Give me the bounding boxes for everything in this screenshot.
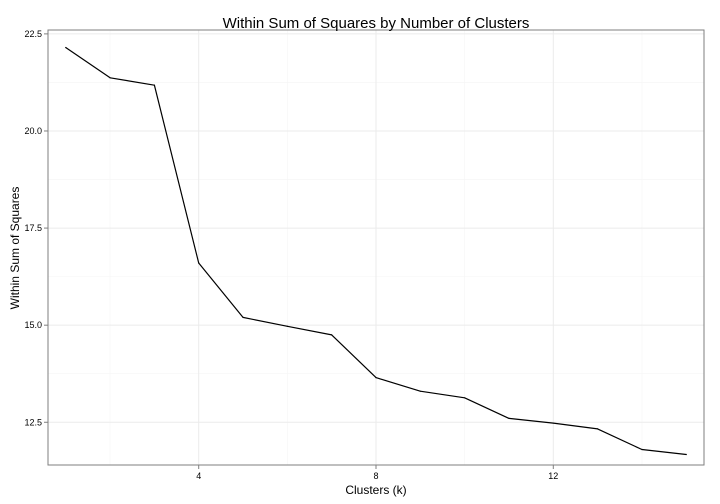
- data-point: [286, 325, 288, 327]
- data-point: [508, 417, 510, 419]
- data-point: [419, 390, 421, 392]
- grid-lines: [48, 30, 704, 465]
- data-point: [242, 316, 244, 319]
- x-tick-label: 8: [373, 471, 378, 481]
- data-point: [597, 428, 599, 430]
- data-point: [685, 453, 687, 456]
- y-axis-title: Within Sum of Squares: [8, 187, 22, 310]
- chart-title: Within Sum of Squares by Number of Clust…: [223, 15, 530, 32]
- y-tick-label: 12.5: [24, 417, 42, 427]
- data-point: [153, 84, 155, 86]
- data-point: [109, 77, 111, 79]
- data-point: [331, 334, 333, 336]
- y-tick-label: 15.0: [24, 320, 42, 330]
- x-tick-label: 4: [196, 471, 201, 481]
- y-tick-label: 20.0: [24, 126, 42, 136]
- data-point: [375, 377, 377, 379]
- series-layer: [65, 46, 687, 456]
- y-tick-label: 22.5: [24, 29, 42, 39]
- data-point: [464, 397, 466, 399]
- data-point: [65, 46, 67, 49]
- y-tick-label: 17.5: [24, 223, 42, 233]
- data-point: [641, 448, 643, 451]
- data-point: [552, 422, 554, 424]
- x-axis-title: Clusters (k): [345, 483, 406, 497]
- data-point: [198, 262, 200, 264]
- x-tick-label: 12: [548, 471, 558, 481]
- axis-ticks: 4 8 12 12.5 15.0 17.5 20.0 22.5: [24, 29, 558, 481]
